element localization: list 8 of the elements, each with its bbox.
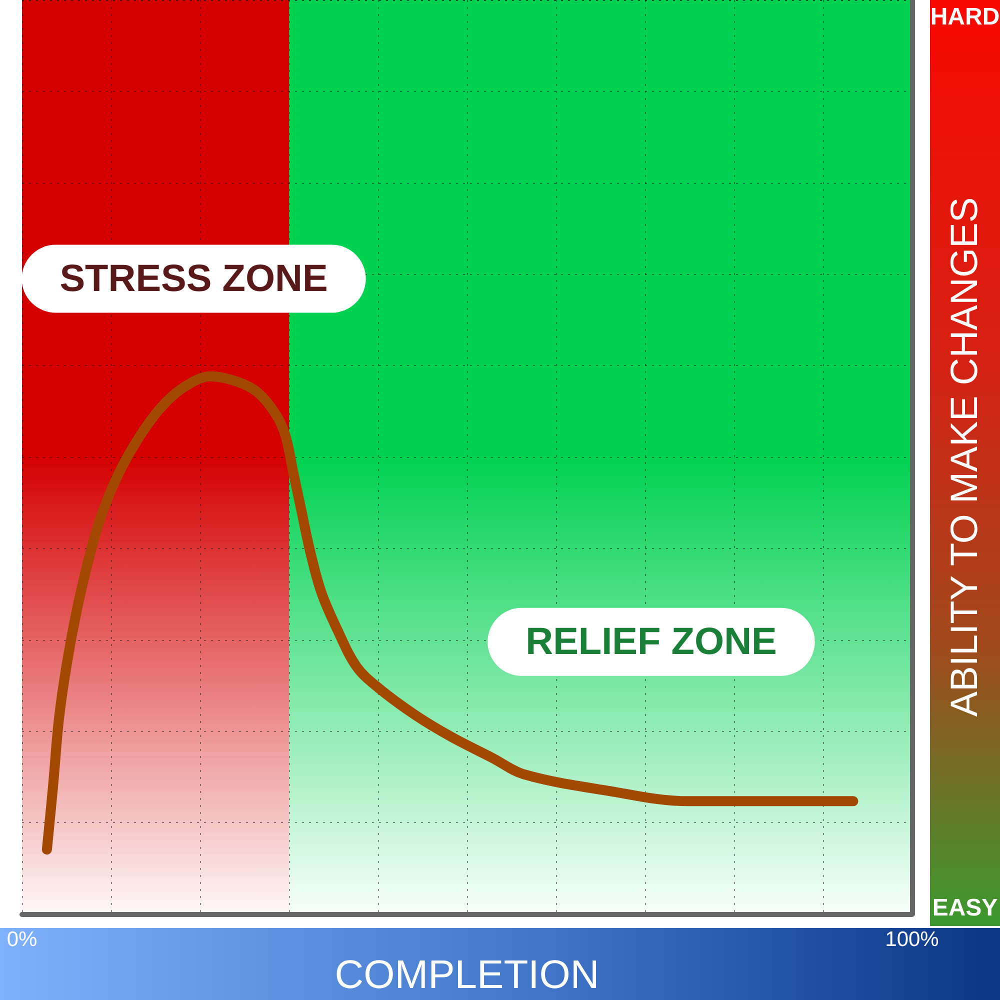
text: EASY (932, 894, 998, 922)
x-tick-label: 100% (885, 928, 939, 952)
text: HARD (930, 4, 1000, 30)
x-axis-title: COMPLETION (334, 953, 600, 997)
band-label: STRESS ZONE (60, 258, 328, 300)
y-axis-title: ABILITY TO MAKE CHANGES (944, 197, 986, 717)
x-tick-label: 0% (6, 928, 38, 952)
band-label: RELIEF ZONE (526, 620, 777, 663)
